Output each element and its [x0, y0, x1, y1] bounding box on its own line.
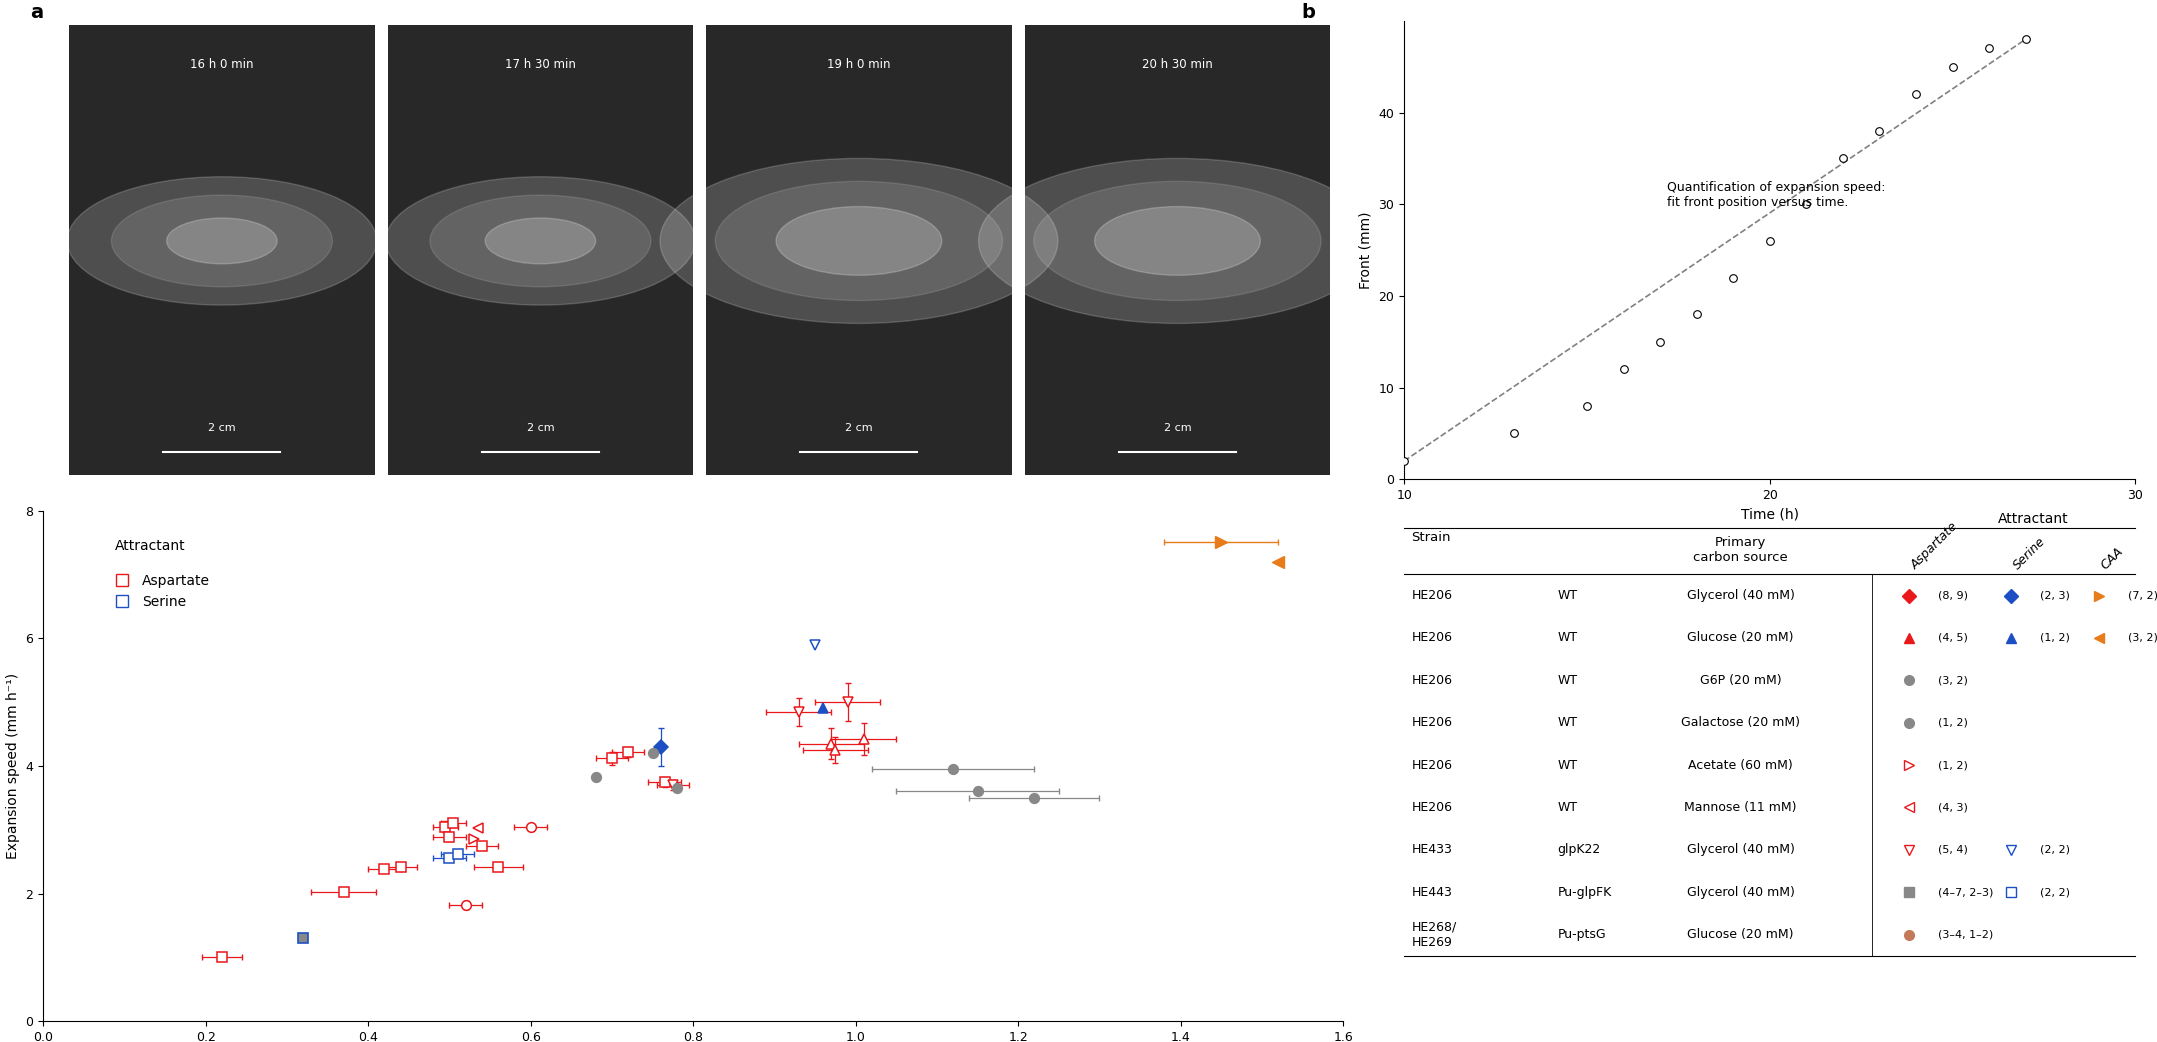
Text: WT: WT: [1557, 674, 1577, 687]
Ellipse shape: [777, 206, 943, 275]
Ellipse shape: [67, 177, 377, 305]
Text: (8, 9): (8, 9): [1937, 591, 1967, 600]
Text: (1, 2): (1, 2): [1937, 718, 1967, 727]
Text: 20 h 30 min: 20 h 30 min: [1141, 57, 1212, 71]
Text: (4–7, 2–3): (4–7, 2–3): [1937, 887, 1993, 897]
Text: Pu-ptsG: Pu-ptsG: [1557, 928, 1607, 941]
Text: WT: WT: [1557, 631, 1577, 644]
Ellipse shape: [485, 218, 595, 264]
Text: WT: WT: [1557, 716, 1577, 729]
Text: (7, 2): (7, 2): [2129, 591, 2157, 600]
Text: (3, 2): (3, 2): [2129, 632, 2157, 643]
Text: 2 cm: 2 cm: [1163, 423, 1191, 433]
Text: 16 h 0 min: 16 h 0 min: [190, 57, 255, 71]
Y-axis label: Expansion speed (mm h⁻¹): Expansion speed (mm h⁻¹): [6, 673, 19, 859]
Text: WT: WT: [1557, 759, 1577, 772]
Ellipse shape: [166, 218, 276, 264]
Text: (2, 3): (2, 3): [2041, 591, 2071, 600]
Text: HE268/
HE269: HE268/ HE269: [1411, 921, 1456, 948]
Y-axis label: Front (mm): Front (mm): [1359, 212, 1374, 289]
Ellipse shape: [1094, 206, 1260, 275]
Text: HE443: HE443: [1411, 886, 1452, 899]
Ellipse shape: [1033, 181, 1320, 300]
Ellipse shape: [386, 177, 695, 305]
Text: WT: WT: [1557, 589, 1577, 602]
Text: Quantification of expansion speed:
fit front position versus time.: Quantification of expansion speed: fit f…: [1667, 181, 1885, 209]
Text: 2 cm: 2 cm: [207, 423, 235, 433]
Text: HE206: HE206: [1411, 759, 1452, 772]
Text: (4, 5): (4, 5): [1937, 632, 1967, 643]
Text: Strain: Strain: [1411, 531, 1452, 544]
Text: (3–4, 1–2): (3–4, 1–2): [1937, 929, 1993, 940]
Text: HE206: HE206: [1411, 589, 1452, 602]
Legend: Aspartate, Serine: Aspartate, Serine: [101, 569, 216, 615]
Text: (5, 4): (5, 4): [1937, 845, 1967, 854]
Text: Pu-glpFK: Pu-glpFK: [1557, 886, 1611, 899]
Text: Mannose (11 mM): Mannose (11 mM): [1685, 801, 1797, 814]
Text: Primary
carbon source: Primary carbon source: [1693, 537, 1788, 564]
Text: HE206: HE206: [1411, 716, 1452, 729]
Ellipse shape: [979, 158, 1376, 323]
Ellipse shape: [429, 195, 651, 287]
Text: Attractant: Attractant: [1997, 512, 2069, 526]
Text: HE206: HE206: [1411, 674, 1452, 687]
Text: 2 cm: 2 cm: [846, 423, 874, 433]
Text: (1, 2): (1, 2): [1937, 760, 1967, 770]
Text: b: b: [1303, 2, 1316, 22]
Text: HE206: HE206: [1411, 801, 1452, 814]
Text: 2 cm: 2 cm: [526, 423, 554, 433]
Text: (2, 2): (2, 2): [2041, 887, 2071, 897]
Text: WT: WT: [1557, 801, 1577, 814]
Text: glpK22: glpK22: [1557, 843, 1600, 857]
Text: Glycerol (40 mM): Glycerol (40 mM): [1687, 843, 1795, 857]
Text: Glucose (20 mM): Glucose (20 mM): [1687, 928, 1795, 941]
Text: Acetate (60 mM): Acetate (60 mM): [1689, 759, 1792, 772]
Ellipse shape: [660, 158, 1057, 323]
Text: Glycerol (40 mM): Glycerol (40 mM): [1687, 589, 1795, 602]
Text: 17 h 30 min: 17 h 30 min: [505, 57, 576, 71]
Text: Galactose (20 mM): Galactose (20 mM): [1680, 716, 1801, 729]
Text: Serine: Serine: [2010, 535, 2049, 572]
Text: HE433: HE433: [1411, 843, 1452, 857]
X-axis label: Time (h): Time (h): [1741, 507, 1799, 522]
Text: Aspartate: Aspartate: [1909, 520, 1961, 572]
Text: G6P (20 mM): G6P (20 mM): [1700, 674, 1782, 687]
Text: HE206: HE206: [1411, 631, 1452, 644]
Text: Glycerol (40 mM): Glycerol (40 mM): [1687, 886, 1795, 899]
Text: a: a: [30, 2, 43, 22]
Text: Attractant: Attractant: [114, 539, 186, 552]
Ellipse shape: [716, 181, 1003, 300]
Text: (2, 2): (2, 2): [2041, 845, 2071, 854]
Text: Glucose (20 mM): Glucose (20 mM): [1687, 631, 1795, 644]
Text: (1, 2): (1, 2): [2041, 632, 2071, 643]
Text: (3, 2): (3, 2): [1937, 675, 1967, 686]
Text: CAA: CAA: [2099, 545, 2127, 572]
Ellipse shape: [112, 195, 332, 287]
Text: 19 h 0 min: 19 h 0 min: [826, 57, 891, 71]
Text: (4, 3): (4, 3): [1937, 802, 1967, 813]
